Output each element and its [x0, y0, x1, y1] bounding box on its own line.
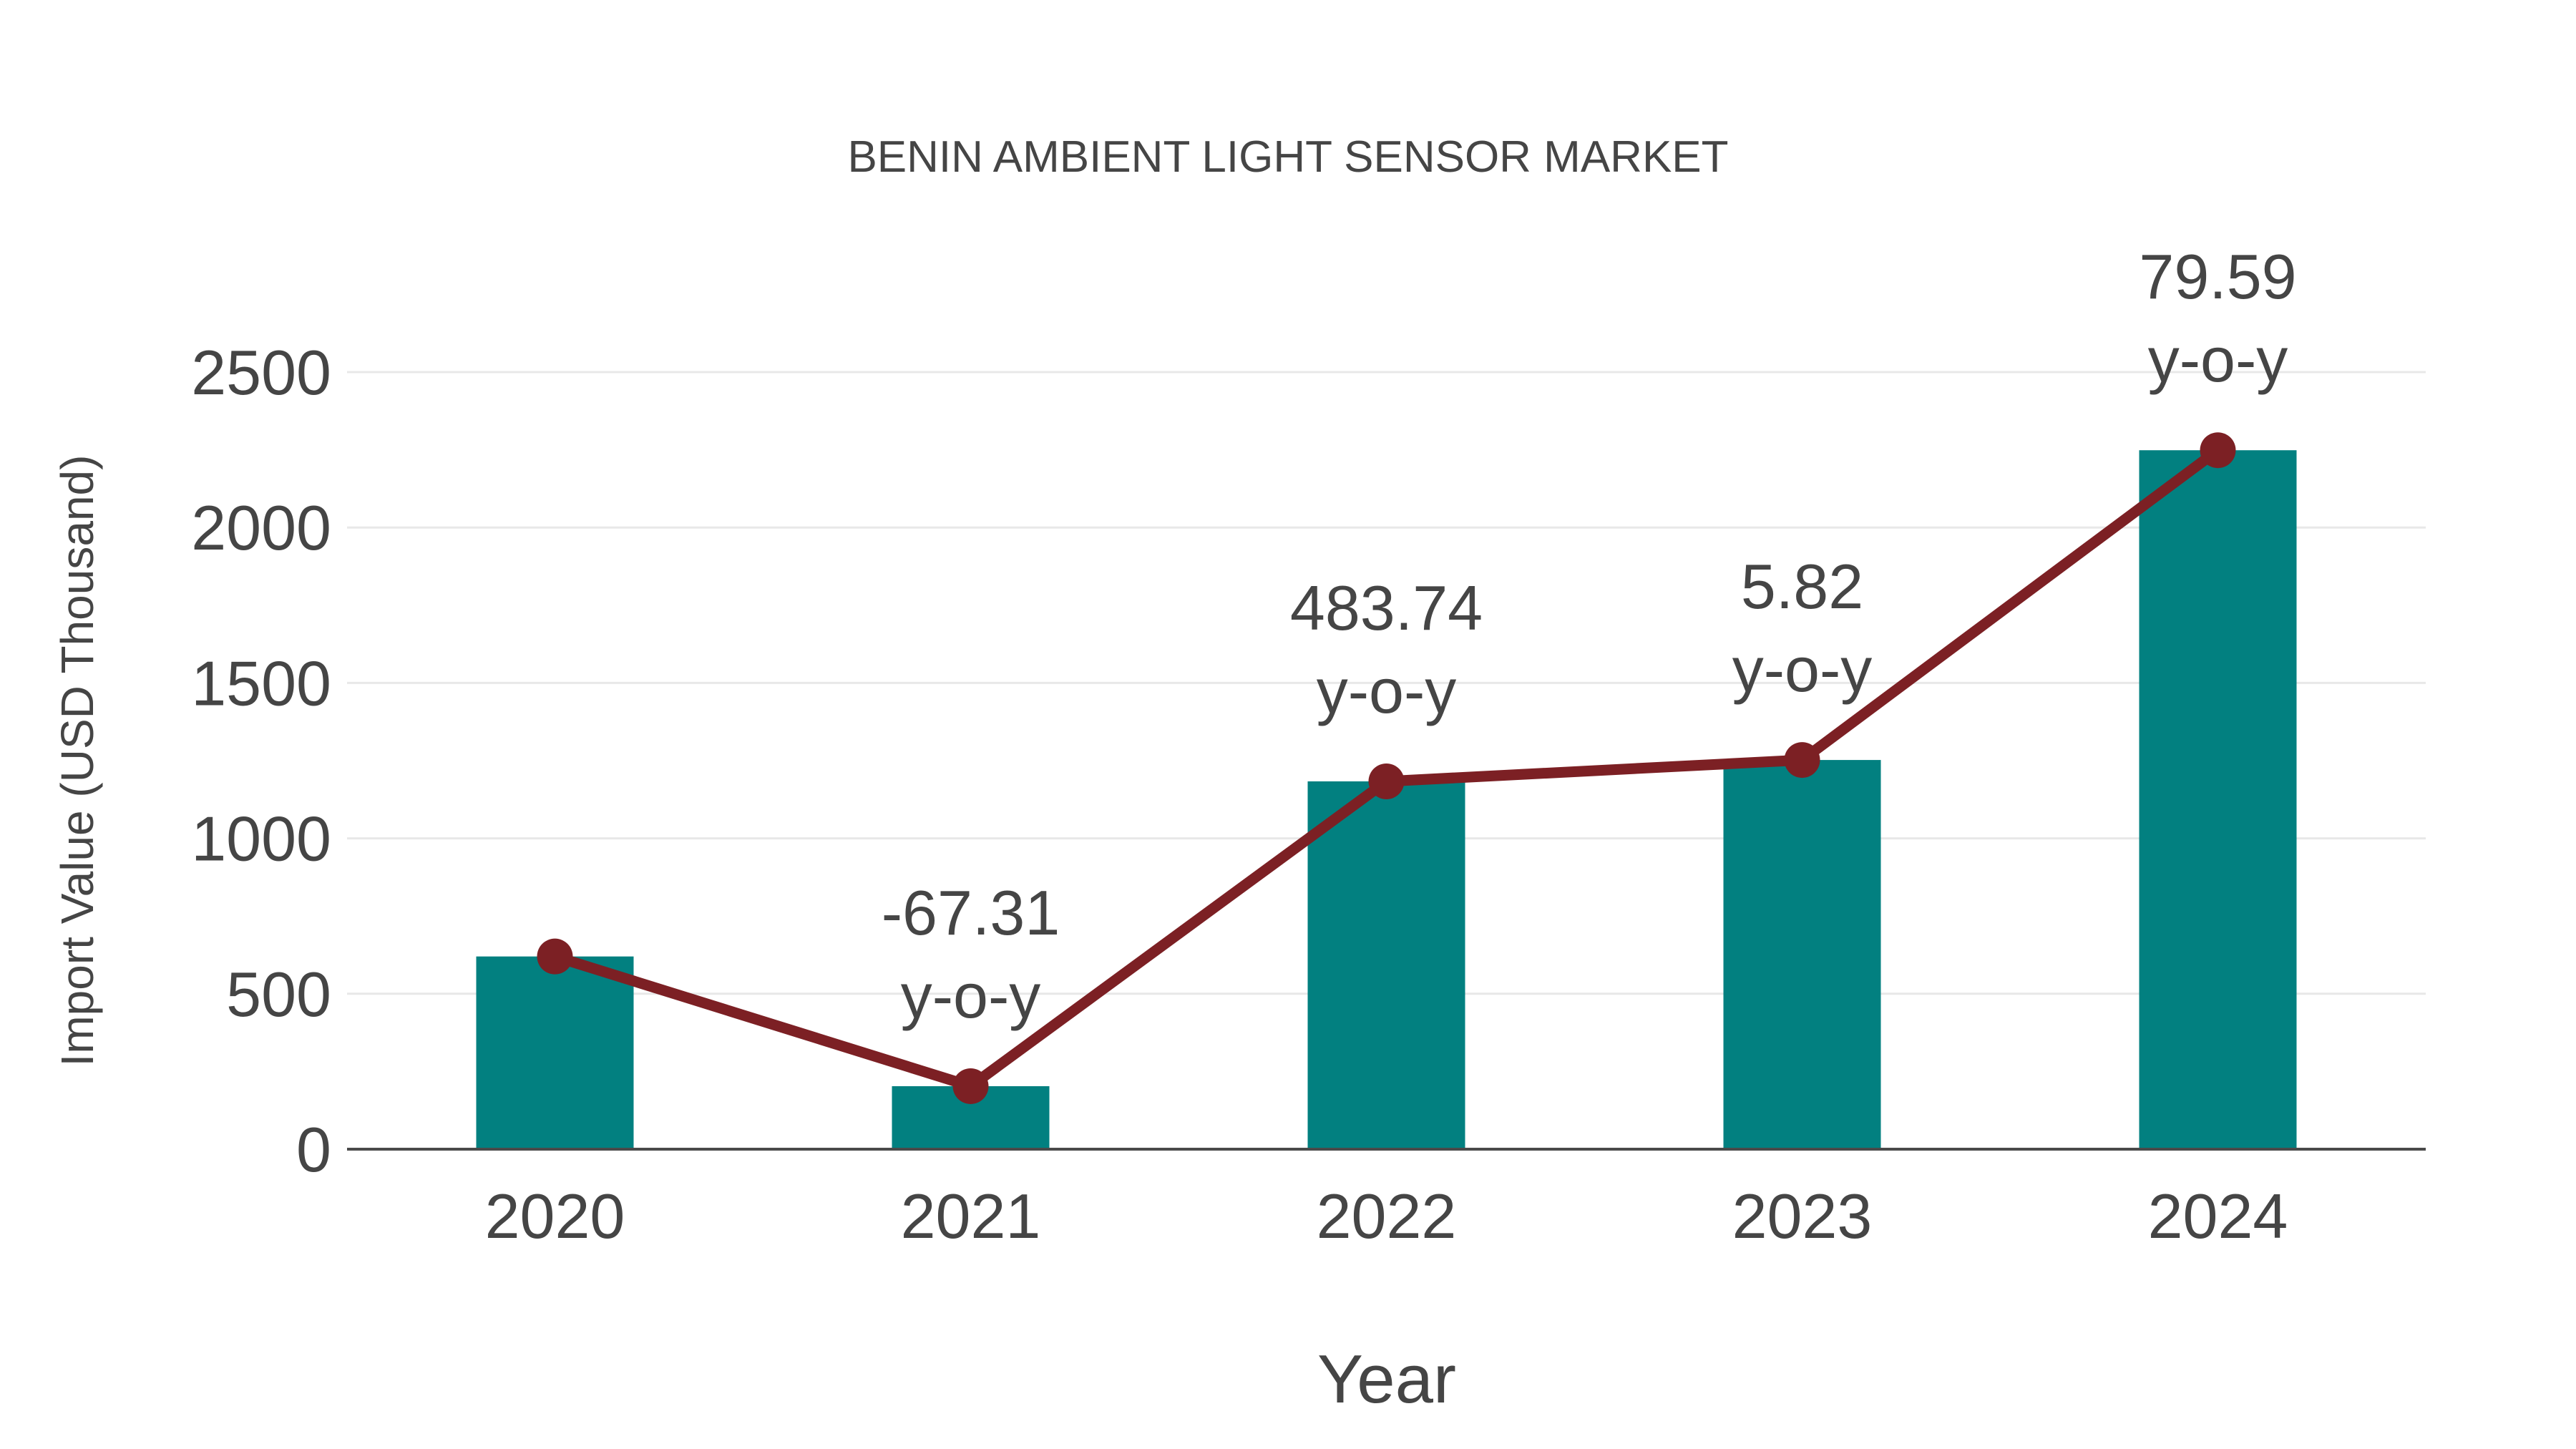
marker-2023 [1784, 742, 1820, 779]
annotation-suffix-2022: y-o-y [1317, 655, 1457, 726]
y-axis-title: Import Value (USD Thousand) [52, 455, 103, 1067]
x-tick-labels: 2020 2021 2022 2023 2024 [485, 1181, 2288, 1252]
y-tick-label-2500: 2500 [191, 337, 331, 408]
x-tick-label-2024: 2024 [2148, 1181, 2288, 1252]
marker-2020 [537, 938, 573, 975]
chart-title: BENIN AMBIENT LIGHT SENSOR MARKET [847, 132, 1728, 182]
x-axis-title: Year [1317, 1341, 1456, 1418]
annotation-layer: -67.31 y-o-y 483.74 y-o-y 5.82 y-o-y 79.59 y-o-… [882, 241, 2297, 1031]
y-tick-labels: 0 500 1000 1500 2000 2500 [191, 337, 331, 1185]
bar-2023 [1723, 760, 1881, 1149]
y-tick-label-0: 0 [296, 1114, 331, 1185]
x-tick-label-2023: 2023 [1732, 1181, 1873, 1252]
bar-2022 [1307, 781, 1465, 1149]
annotation-value-2023: 5.82 [1741, 551, 1863, 622]
marker-layer [537, 432, 2236, 1104]
marker-2022 [1368, 763, 1405, 799]
annotation-value-2024: 79.59 [2139, 241, 2296, 312]
bar-2024 [2139, 450, 2297, 1149]
y-tick-label-500: 500 [226, 959, 331, 1030]
annotation-value-2022: 483.74 [1290, 572, 1483, 643]
y-tick-label-2000: 2000 [191, 492, 331, 563]
annotation-suffix-2023: y-o-y [1732, 634, 1873, 705]
marker-2024 [2200, 432, 2236, 469]
y-tick-label-1500: 1500 [191, 648, 331, 718]
marker-2021 [952, 1068, 989, 1104]
annotation-value-2021: -67.31 [882, 877, 1060, 948]
annotation-suffix-2021: y-o-y [901, 960, 1041, 1031]
bar-series-layer [476, 450, 2297, 1149]
x-tick-label-2020: 2020 [485, 1181, 625, 1252]
bar-2020 [476, 956, 634, 1149]
gridline-layer [347, 371, 2426, 995]
x-tick-label-2021: 2021 [901, 1181, 1041, 1252]
annotation-suffix-2024: y-o-y [2148, 324, 2288, 395]
y-tick-label-1000: 1000 [191, 804, 331, 874]
x-tick-label-2022: 2022 [1317, 1181, 1457, 1252]
